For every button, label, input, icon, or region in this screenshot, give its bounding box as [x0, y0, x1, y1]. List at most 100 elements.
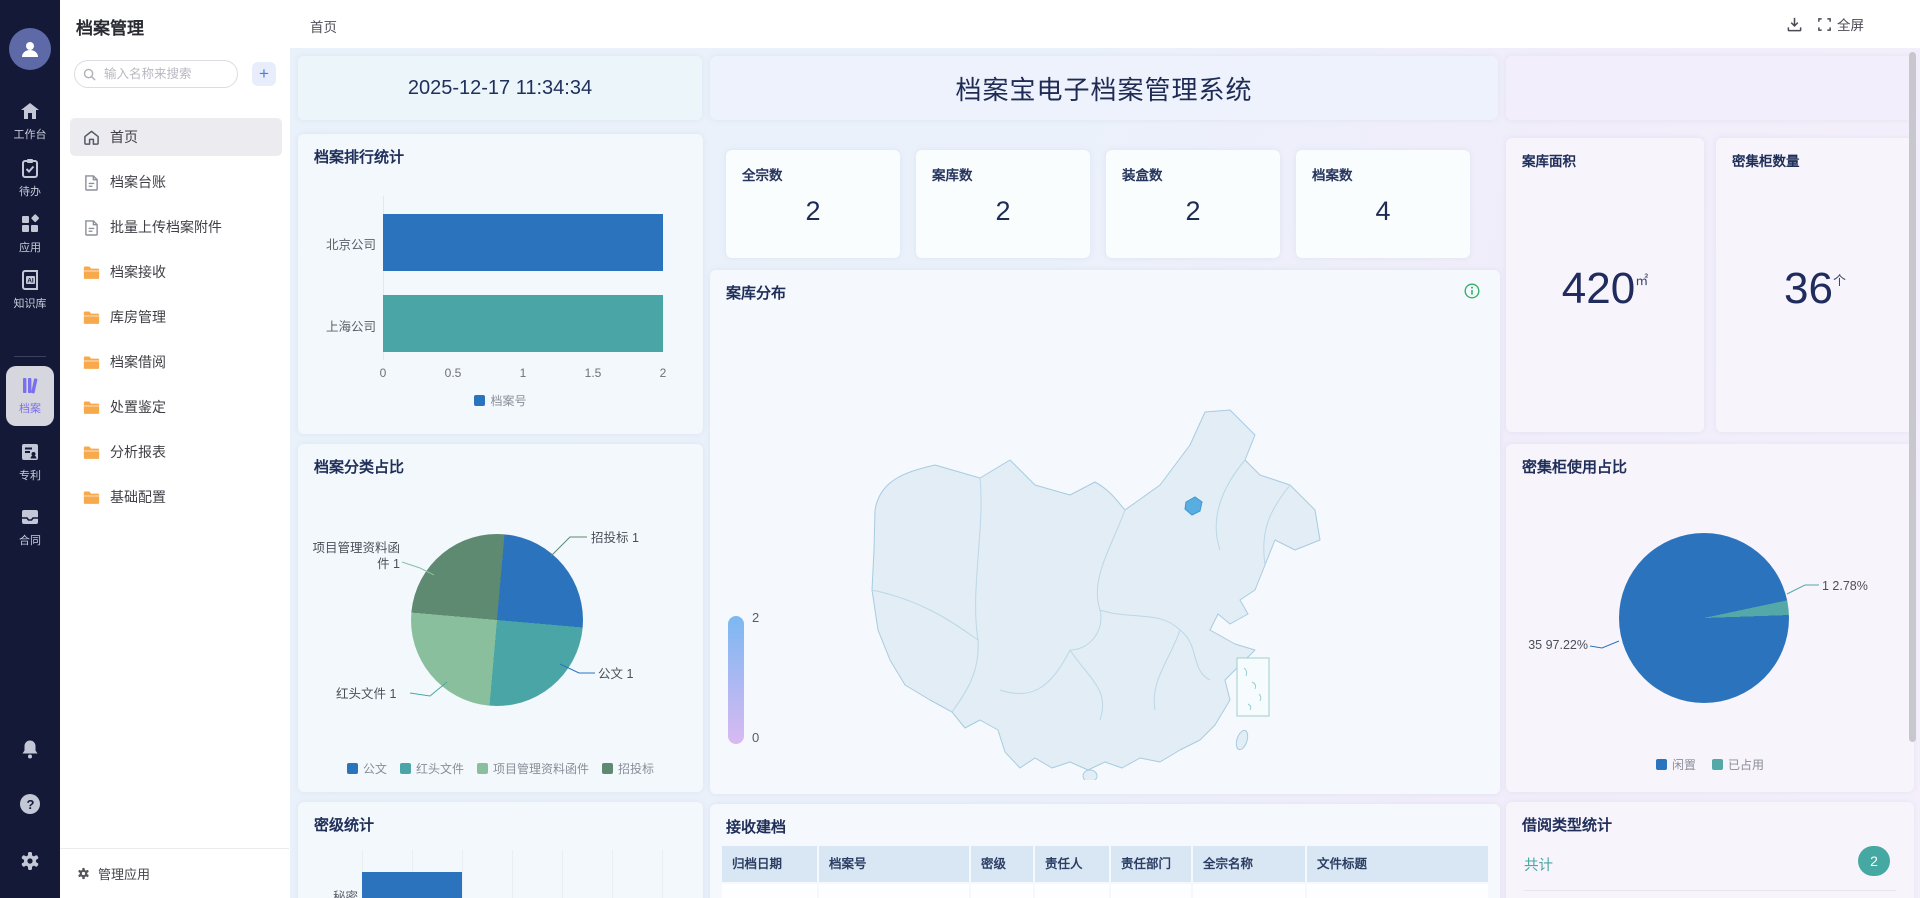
module-sidebar: 档案管理 + 首页 档案台账 批量上传档案附件 [60, 0, 291, 898]
fullscreen-button[interactable]: 全屏 [1817, 14, 1864, 34]
ai-knowledge-icon: AI [22, 270, 38, 290]
rail-item-apps[interactable]: 应用 [0, 213, 60, 255]
bar-secret[interactable] [362, 872, 462, 898]
bar-category-label: 秘密 [332, 890, 358, 898]
legend-item[interactable]: 闲置 [1655, 756, 1696, 773]
legend-item[interactable]: 档案号 [474, 392, 527, 409]
bar-shanghai[interactable] [383, 295, 663, 352]
legend-item[interactable]: 已占用 [1712, 756, 1764, 773]
notifications-button[interactable] [0, 737, 60, 761]
archive-ranking-card: 档案排行统计 北京公司 上海公司 0 0.5 1 1.5 2 档案号 [298, 134, 703, 434]
top-right-empty-card [1506, 56, 1914, 120]
sidebar-item-reports[interactable]: 分析报表 [70, 433, 282, 471]
legend-item[interactable]: 项目管理资料函件 [477, 760, 589, 777]
rail-settings-button[interactable] [0, 849, 60, 873]
download-icon[interactable] [1786, 16, 1803, 33]
card-title: 密集柜使用占比 [1522, 459, 1628, 476]
borrow-total-badge[interactable]: 2 [1858, 846, 1890, 876]
breadcrumb[interactable]: 首页 [310, 20, 337, 35]
sidebar-item-label: 档案台账 [110, 174, 166, 190]
dashboard: 2025-12-17 11:34:34 档案宝电子档案管理系统 档案排行统计 北… [290, 48, 1920, 898]
topbar: 首页 全屏 [290, 0, 1920, 49]
x-tick: 0.5 [444, 366, 462, 380]
pie-callout: 项目管理资料函件 1 [312, 541, 400, 572]
legend-label: 已占用 [1728, 758, 1765, 772]
rail-item-archive[interactable]: 档案 [0, 374, 60, 416]
bar-beijing[interactable] [383, 214, 663, 271]
rail-item-todo[interactable]: 待办 [0, 157, 60, 199]
legend-label: 招投标 [618, 762, 655, 776]
fullscreen-icon [1818, 17, 1831, 31]
classification-pie[interactable] [411, 534, 583, 706]
column-header[interactable]: 归档日期 [722, 846, 817, 882]
x-tick: 1.5 [584, 366, 602, 380]
map-region-beijing[interactable] [1184, 496, 1203, 516]
avatar[interactable] [9, 28, 51, 70]
fullscreen-label: 全屏 [1837, 18, 1864, 33]
legend-swatch [346, 763, 358, 774]
help-button[interactable]: ? [0, 792, 60, 816]
datetime-card: 2025-12-17 11:34:34 [298, 56, 702, 120]
rail-item-contract[interactable]: 合同 [0, 506, 60, 548]
user-avatar-icon [22, 42, 38, 57]
legend-item[interactable]: 公文 [346, 760, 387, 777]
sidebar-item-batch-upload[interactable]: 批量上传档案附件 [70, 208, 282, 246]
pie-callout: 红头文件 1 [336, 687, 397, 701]
card-title: 档案分类占比 [314, 459, 405, 476]
rail-item-label: 工作台 [13, 129, 47, 141]
rail-item-label: 知识库 [13, 298, 47, 310]
search-input[interactable] [102, 66, 226, 82]
china-map[interactable] [860, 390, 1340, 780]
manage-app-label: 管理应用 [98, 867, 151, 882]
rail-item-workbench[interactable]: 工作台 [0, 100, 60, 142]
sidebar-item-warehouse[interactable]: 库房管理 [70, 298, 282, 336]
column-header[interactable]: 档案号 [819, 846, 969, 882]
pie-callout: 公文 1 [598, 667, 634, 681]
sidebar-item-config[interactable]: 基础配置 [70, 478, 282, 516]
legend-item[interactable]: 招投标 [602, 760, 654, 777]
sidebar-item-home[interactable]: 首页 [70, 118, 282, 156]
manage-gear-icon [78, 867, 89, 880]
column-header[interactable]: 责任人 [1035, 846, 1109, 882]
patent-doc-icon [22, 444, 38, 460]
column-header[interactable]: 责任部门 [1111, 846, 1191, 882]
add-button[interactable]: + [252, 62, 276, 86]
sidebar-item-borrow[interactable]: 档案借阅 [70, 343, 282, 381]
column-header[interactable]: 密级 [971, 846, 1033, 882]
borrow-total-label: 共计 [1524, 858, 1553, 874]
rail-item-patent[interactable]: 专利 [0, 441, 60, 483]
bar-category-label: 上海公司 [325, 320, 376, 334]
vertical-scrollbar[interactable] [1909, 52, 1916, 742]
visualmap-gradient-bar[interactable] [728, 616, 744, 744]
legend-swatch [477, 763, 488, 774]
legend-item[interactable]: 红头文件 [399, 760, 464, 777]
card-title: 案库分布 [726, 285, 787, 302]
settings-gear-icon [21, 852, 39, 870]
column-header[interactable]: 全宗名称 [1193, 846, 1305, 882]
sidebar-item-label: 档案接收 [110, 264, 166, 280]
info-icon[interactable] [1464, 283, 1480, 299]
svg-text:?: ? [27, 797, 35, 812]
table-cell [819, 884, 969, 898]
stat-card-fonds: 全宗数 2 [726, 150, 900, 258]
sidebar-item-disposal[interactable]: 处置鉴定 [70, 388, 282, 426]
rail-item-knowledge[interactable]: AI 知识库 [0, 269, 60, 311]
repo-area-card: 案库面积 420㎡ [1506, 138, 1704, 432]
usage-pie[interactable] [1619, 533, 1789, 703]
rail-item-label: 档案 [19, 403, 41, 415]
card-title: 借阅类型统计 [1522, 817, 1613, 834]
sidebar-item-label: 库房管理 [110, 309, 166, 325]
sidebar-item-label: 处置鉴定 [110, 399, 166, 415]
legend-label: 项目管理资料函件 [493, 762, 590, 776]
sidebar-item-receive[interactable]: 档案接收 [70, 253, 282, 291]
app-rail: 工作台 待办 应用 AI 知识库 [0, 0, 60, 898]
receive-filing-table: 归档日期 档案号 密级 责任人 责任部门 全宗名称 文件标题 [722, 846, 1488, 898]
manage-app-button[interactable]: 管理应用 [60, 848, 289, 898]
sidebar-item-ledger[interactable]: 档案台账 [70, 163, 282, 201]
sidebar-search[interactable] [74, 60, 238, 88]
column-header[interactable]: 文件标题 [1307, 846, 1488, 882]
document-icon [82, 174, 100, 191]
bell-icon [22, 740, 38, 759]
card-title: 案库面积 [1522, 154, 1576, 169]
